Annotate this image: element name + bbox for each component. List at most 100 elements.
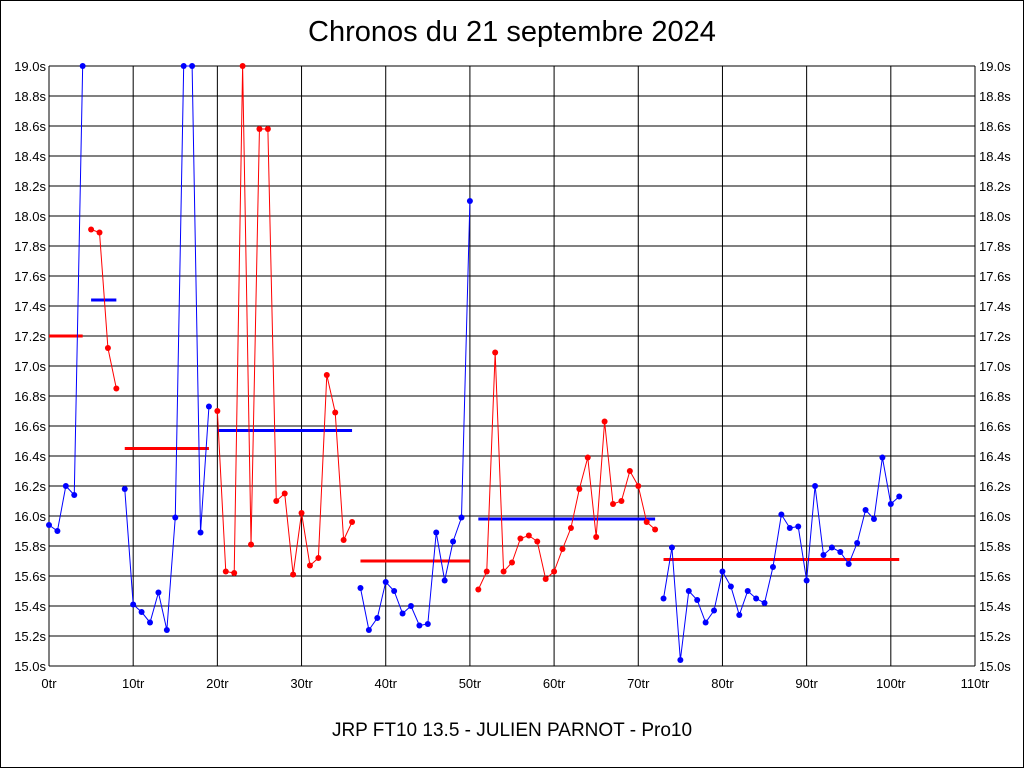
chart-title: Chronos du 21 septembre 2024 (308, 16, 716, 48)
y-tick-label-right: 16.6s (979, 419, 1011, 434)
data-point (332, 409, 339, 416)
data-point (273, 498, 280, 504)
data-point (441, 577, 448, 584)
y-tick-label-left: 17.4s (14, 299, 46, 314)
data-point (290, 571, 297, 578)
data-point (626, 468, 633, 474)
data-point (382, 579, 389, 585)
data-point (727, 583, 734, 590)
data-point (845, 561, 852, 567)
y-tick-label-left: 19.0s (14, 59, 46, 74)
data-point (702, 619, 709, 626)
data-point (593, 534, 600, 540)
data-point (896, 493, 903, 500)
y-tick-label-right: 18.4s (979, 149, 1011, 164)
y-tick-label-left: 17.0s (14, 359, 46, 374)
y-tick-label-right: 16.0s (979, 509, 1011, 524)
data-point (517, 535, 524, 542)
y-tick-label-left: 16.2s (14, 479, 46, 494)
data-point (197, 529, 204, 536)
x-tick-label: 80tr (711, 676, 734, 691)
data-point (54, 528, 61, 534)
data-point (104, 345, 111, 351)
data-point (618, 498, 625, 504)
data-point (584, 454, 591, 461)
y-tick-label-right: 18.6s (979, 119, 1011, 134)
y-tick-label-left: 15.4s (14, 599, 46, 614)
data-point (163, 627, 170, 633)
data-point (256, 126, 263, 132)
data-point (576, 486, 583, 492)
data-point (239, 63, 246, 69)
data-point (803, 577, 810, 584)
y-tick-label-left: 18.4s (14, 149, 46, 164)
y-tick-label-left: 18.8s (14, 89, 46, 104)
series-line (90, 229, 117, 389)
y-tick-label-right: 15.6s (979, 569, 1011, 584)
series-line (48, 65, 84, 532)
data-point (610, 501, 617, 507)
y-tick-label-left: 18.0s (14, 209, 46, 224)
y-tick-label-right: 17.6s (979, 269, 1011, 284)
chart-footer: JRP FT10 13.5 - JULIEN PARNOT - Pro10 (331, 720, 693, 741)
y-tick-label-right: 16.4s (979, 449, 1011, 464)
y-tick-label-left: 17.2s (14, 329, 46, 344)
data-point (862, 507, 869, 513)
data-point (769, 564, 776, 570)
data-point (534, 538, 541, 545)
series-line (124, 65, 210, 631)
data-point (879, 454, 886, 461)
data-point (854, 540, 861, 546)
x-tick-label: 20tr (206, 676, 229, 691)
x-tick-label: 10tr (122, 676, 145, 691)
data-point (643, 519, 650, 525)
data-point (711, 607, 718, 614)
y-tick-label-left: 15.6s (14, 569, 46, 584)
y-tick-label-right: 17.0s (979, 359, 1011, 374)
data-point (281, 490, 288, 497)
data-point (391, 588, 398, 594)
data-point (340, 537, 347, 543)
data-point (248, 541, 255, 548)
data-point (264, 126, 271, 132)
y-tick-label-left: 17.8s (14, 239, 46, 254)
x-tick-label: 90tr (795, 676, 818, 691)
y-tick-label-left: 16.6s (14, 419, 46, 434)
data-point (407, 603, 414, 609)
data-point (551, 568, 558, 575)
data-point (231, 570, 238, 576)
data-point (71, 492, 78, 498)
data-point (744, 588, 751, 594)
data-point (837, 549, 844, 555)
data-point (795, 523, 802, 530)
data-point (424, 621, 431, 627)
data-point (205, 403, 212, 410)
series-line (216, 65, 353, 575)
data-point (130, 601, 137, 608)
y-tick-label-left: 18.6s (14, 119, 46, 134)
data-point (298, 510, 305, 516)
data-point (660, 595, 667, 602)
series-line (477, 352, 656, 590)
y-tick-label-right: 15.8s (979, 539, 1011, 554)
data-point (652, 526, 659, 533)
data-point (62, 483, 69, 489)
data-point (492, 349, 499, 356)
data-point (113, 385, 120, 392)
data-point (172, 514, 179, 521)
y-tick-label-right: 16.2s (979, 479, 1011, 494)
data-point (416, 622, 423, 629)
data-point (736, 612, 743, 618)
data-point (812, 483, 819, 489)
data-point (761, 600, 768, 606)
series-line (359, 200, 471, 632)
y-tick-label-right: 15.2s (979, 629, 1011, 644)
data-point (786, 525, 793, 531)
data-point (121, 486, 128, 492)
data-point (96, 229, 103, 236)
data-point (635, 483, 642, 489)
data-point (475, 586, 482, 593)
y-tick-label-right: 18.2s (979, 179, 1011, 194)
data-point (357, 585, 364, 591)
